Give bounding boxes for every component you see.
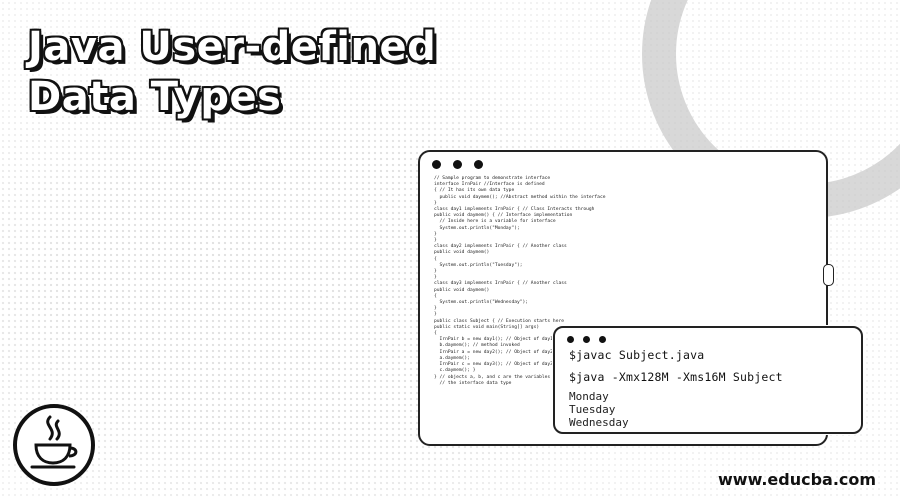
watermark: www.educba.com [718,470,877,489]
terminal-window: $javac Subject.java $java -Xmx128M -Xms1… [553,326,863,434]
output-line: Wednesday [569,416,629,429]
window-dot-icon[interactable] [453,160,462,169]
terminal-controls [567,336,606,343]
window-dot-icon[interactable] [599,336,606,343]
terminal-output: Monday Tuesday Wednesday [569,390,629,429]
window-dot-icon[interactable] [583,336,590,343]
output-line: Monday [569,390,609,403]
window-dot-icon[interactable] [567,336,574,343]
title-line-2: Data Types [28,74,282,120]
terminal-command-compile: $javac Subject.java [569,348,705,362]
window-controls [432,160,483,169]
title-line-1: Java User-defined [28,24,437,70]
code-listing: // Sample program to demonstrate interfa… [434,176,606,386]
page-title: Java User-defined Data Types [28,22,436,122]
scrollbar-handle[interactable] [823,264,834,286]
window-dot-icon[interactable] [474,160,483,169]
output-line: Tuesday [569,403,616,416]
terminal-command-run: $java -Xmx128M -Xms16M Subject [569,370,783,384]
window-dot-icon[interactable] [432,160,441,169]
java-coffee-cup-icon [13,404,95,486]
